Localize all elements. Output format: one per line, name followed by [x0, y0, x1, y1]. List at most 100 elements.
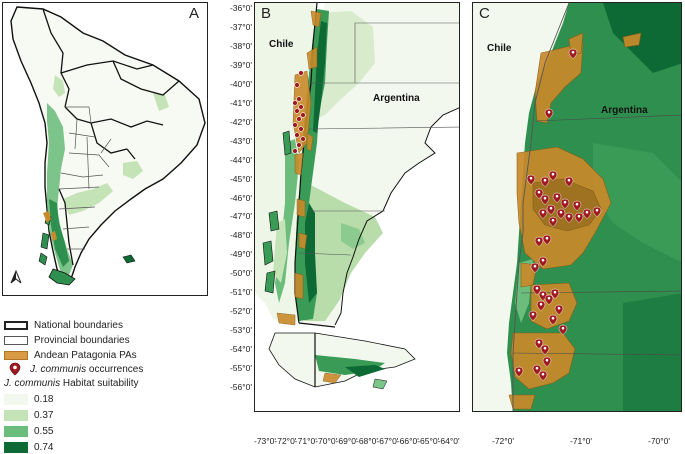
y-tick-label: -52°0' [229, 306, 252, 317]
country-label-argentina-c: Argentina [601, 105, 648, 116]
y-tick-label: -42°0' [229, 116, 252, 127]
pa-swatch [4, 350, 28, 360]
legend-occ-rest: occurrences [86, 363, 144, 375]
national-boundary-lines [42, 8, 180, 266]
argentina-coast-b [334, 107, 459, 326]
y-tick-label: -43°0' [229, 135, 252, 146]
occurrence-marker [294, 108, 300, 114]
x-tick-label: -71°0' [570, 436, 593, 446]
y-tick-label: -39°0' [229, 59, 252, 70]
patagonia-svg [255, 3, 459, 411]
pa-patches-a [43, 211, 57, 241]
occurrence-marker [294, 82, 300, 88]
sa-steppe-patch [63, 183, 113, 215]
x-tick-label: -64°0' [437, 436, 460, 446]
sa-andes-high [49, 199, 69, 267]
legend-label-pas: Andean Patagonia PAs [34, 349, 137, 361]
occurrence-marker [540, 344, 550, 355]
suitability-peak-south [305, 203, 317, 303]
suitability-patch-central [341, 223, 365, 249]
occurrence-marker [564, 176, 574, 187]
sa-patch-2 [123, 161, 143, 179]
legend-hs-species: J. communis [4, 377, 61, 389]
y-tick-label: -53°0' [229, 325, 252, 336]
hs-class-swatch [4, 393, 28, 405]
detail-forest-south [623, 293, 681, 411]
y-tick-label: -50°0' [229, 268, 252, 279]
south-america-svg [10, 6, 206, 286]
occurrence-marker [292, 100, 298, 106]
occurrence-marker [538, 208, 548, 219]
y-tick-label: -48°0' [229, 230, 252, 241]
provincial-boundary-lines [58, 106, 112, 250]
navarino-island [372, 378, 388, 390]
x-tick-label: -72°0' [492, 436, 515, 446]
x-tick-label: -66°0' [396, 436, 419, 446]
provincial-boundary-c [512, 114, 681, 356]
x-tick-label: -71°0' [294, 436, 317, 446]
y-tick-label: -49°0' [229, 249, 252, 260]
occurrence-marker [534, 236, 544, 247]
occurrence-marker [544, 294, 554, 305]
detail-forest-dark-ne [603, 3, 681, 73]
legend-occ-species: J. communis [30, 363, 87, 375]
detail-svg [473, 3, 681, 411]
occurrence-marker [544, 108, 554, 119]
hs-class-swatch [4, 425, 28, 437]
tdf-forest-dark [345, 365, 385, 377]
occurrence-marker [556, 208, 566, 219]
legend-item-provincial: Provincial boundaries [4, 333, 130, 347]
occurrence-marker-icon [9, 362, 21, 376]
occurrence-marker [300, 136, 306, 142]
panel-b-label: B [261, 5, 272, 22]
occurrence-markers-b [292, 70, 306, 154]
occurrence-marker [538, 370, 548, 381]
y-tick-label: -37°0' [229, 21, 252, 32]
sa-continent [10, 6, 206, 282]
provincial-boundary-swatch [4, 335, 28, 345]
occurrence-marker [538, 256, 548, 267]
legend-item-national: National boundaries [4, 318, 123, 332]
occurrence-marker [582, 208, 592, 219]
x-tick-label: -67°0' [376, 436, 399, 446]
occurrence-marker [530, 262, 540, 273]
occurrence-marker [532, 284, 542, 295]
panel-a-label: A [188, 5, 199, 22]
occurrence-marker [296, 142, 302, 148]
legend-hs-class: 0.37 [4, 408, 53, 422]
occurrence-marker [298, 104, 304, 110]
chile-coastal-light [273, 219, 287, 283]
y-tick-label: -45°0' [229, 173, 252, 184]
legend-item-pas: Andean Patagonia PAs [4, 348, 137, 362]
occurrence-marker [540, 194, 550, 205]
occurrence-marker [296, 116, 302, 122]
occurrence-marker [574, 212, 584, 223]
occurrence-marker [552, 192, 562, 203]
y-tick-label: -55°0' [229, 363, 252, 374]
y-tick-label: -36°0' [229, 3, 252, 13]
occurrence-marker [568, 48, 578, 59]
occurrence-marker [540, 176, 550, 187]
country-label-argentina-b: Argentina [373, 93, 420, 104]
panel-c-detail-map: C Chile Argentina [472, 2, 682, 412]
occurrence-marker [298, 126, 304, 132]
x-tick-label: -68°0' [356, 436, 379, 446]
hs-class-value: 0.37 [34, 409, 54, 421]
occurrence-marker [532, 364, 542, 375]
country-label-chile-c: Chile [487, 43, 512, 54]
y-tick-label: -40°0' [229, 78, 252, 89]
y-tick-label: -38°0' [229, 40, 252, 51]
occurrence-marker [542, 234, 552, 245]
detail-forest-mid [593, 143, 681, 262]
legend-hs-class: 0.55 [4, 424, 53, 438]
occurrence-marker [548, 170, 558, 181]
legend-hs-class: 0.74 [4, 440, 53, 454]
occurrence-marker [592, 206, 602, 217]
falkland-islands [122, 254, 136, 264]
occurrence-marker [554, 304, 564, 315]
y-tick-label: -51°0' [229, 287, 252, 298]
legend-hs-rest: Habitat suitability [60, 377, 139, 389]
x-tick-label: -69°0' [335, 436, 358, 446]
occurrence-marker [572, 200, 582, 211]
occurrence-marker [300, 112, 306, 118]
